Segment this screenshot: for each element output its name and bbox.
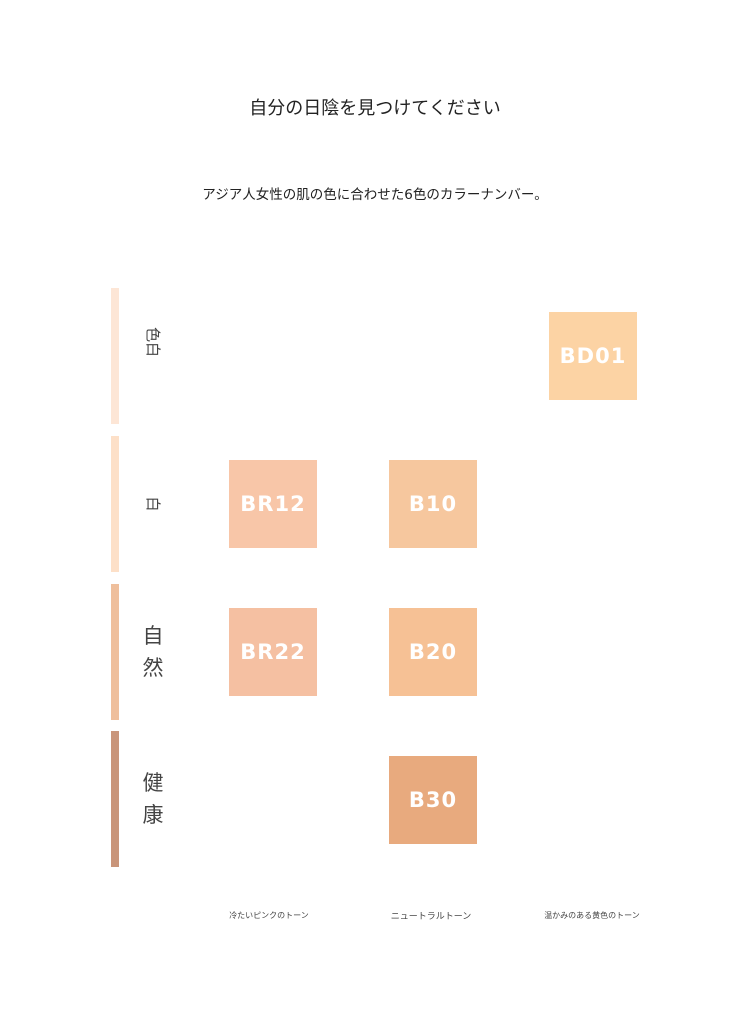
row-bar-natural [111,584,119,720]
row-bar-white [111,436,119,572]
page-title: 自分の日陰を見つけてください [249,98,501,119]
row-label-healthy: 健康 [142,771,164,827]
swatch-br22[interactable]: BR22 [229,608,317,696]
row-bar-healthy [111,731,119,867]
swatch-b30[interactable]: B30 [389,756,477,844]
tone-label-cool: 冷たいピンクのトーン [229,911,309,920]
subtitle: アジア人女性の肌の色に合わせた6色のカラーナンバー。 [202,187,548,203]
swatch-bd01[interactable]: BD01 [549,312,637,400]
row-label-white: 白 [144,496,162,512]
swatch-b20[interactable]: B20 [389,608,477,696]
tone-label-warm: 温かみのある黄色のトーン [544,911,640,920]
swatch-br12[interactable]: BR12 [229,460,317,548]
swatch-b10[interactable]: B10 [389,460,477,548]
row-bar-fair [111,288,119,424]
row-label-fair: 色白 [144,327,162,358]
row-label-natural: 自然 [142,624,164,680]
tone-label-neutral: ニュートラルトーン [390,912,472,922]
